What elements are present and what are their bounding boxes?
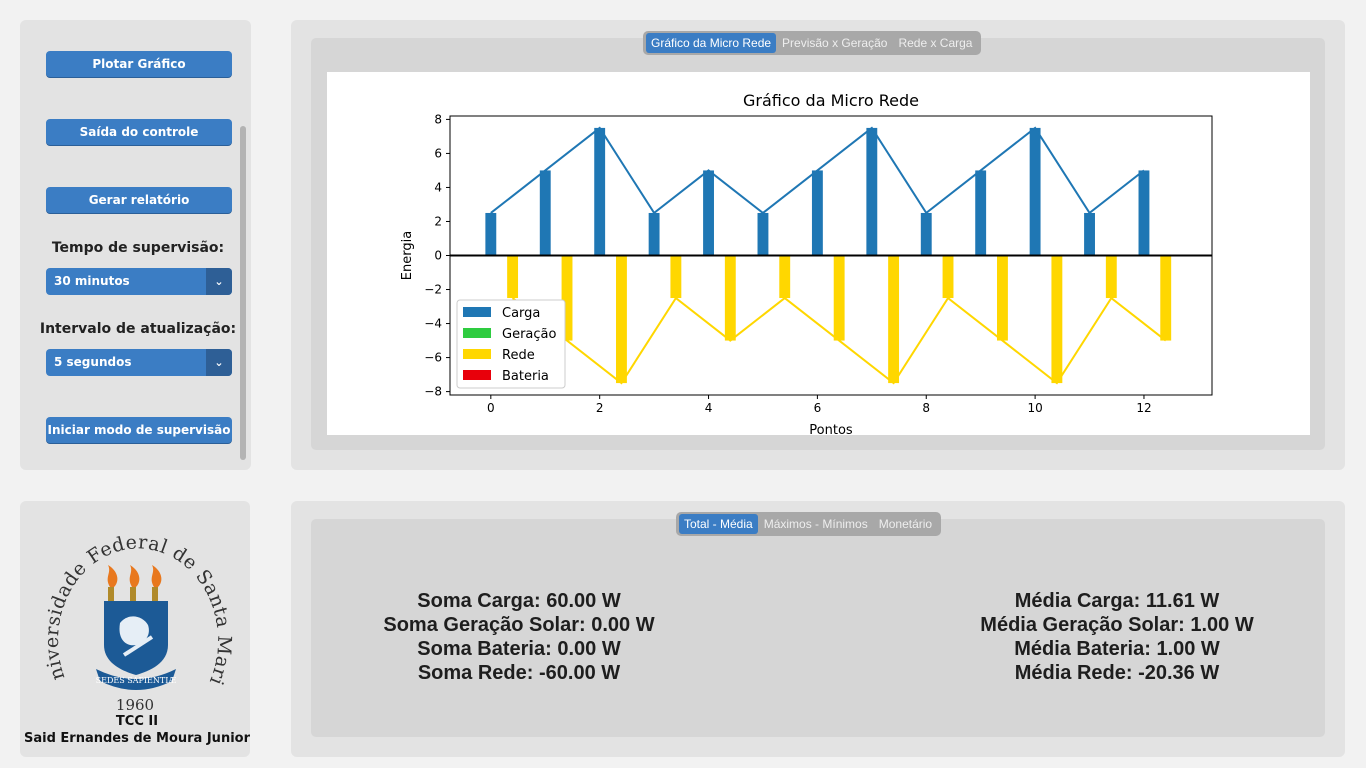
bar-rede <box>561 255 573 341</box>
legend-label: Bateria <box>502 369 549 384</box>
avg-solar-generation: Média Geração Solar: 1.00 W <box>980 614 1254 636</box>
tab-micro-grid-chart[interactable]: Gráfico da Micro Rede <box>646 33 777 53</box>
bar-carga <box>648 212 660 256</box>
tab-total-average[interactable]: Total - Média <box>679 514 758 534</box>
legend <box>456 299 566 389</box>
micro-grid-chart: Gráfico da Micro Rede Pontos Energia 0 2 4 6 8 1… <box>400 91 1213 438</box>
bar-rede <box>779 255 791 299</box>
y-tick-label: −8 <box>424 385 442 399</box>
totals-list: Soma Carga: 60.00 W Soma Geração Solar: … <box>338 589 700 685</box>
bar-carga <box>866 127 878 256</box>
bar-carga <box>811 170 823 256</box>
avg-battery: Média Bateria: 1.00 W <box>1014 638 1220 660</box>
bar-carga <box>920 212 932 256</box>
y-axis-label: Energia <box>400 231 415 280</box>
y-tick-label: −4 <box>424 317 442 331</box>
avg-grid: Média Rede: -20.36 W <box>1014 662 1220 684</box>
generate-report-button[interactable]: Gerar relatório <box>46 187 232 213</box>
bar-rede <box>1105 255 1117 299</box>
stats-tabs: Total - Média Máximos - Mínimos Monetári… <box>676 512 942 536</box>
y-tick-label: 6 <box>434 146 442 160</box>
legend-label: Rede <box>502 348 535 363</box>
bar-rede <box>724 255 736 341</box>
bar-rede <box>616 255 627 384</box>
x-axis-label: Pontos <box>809 423 853 435</box>
supervision-time-select[interactable]: 30 minutos ⌄ <box>46 268 232 295</box>
x-tick-label: 8 <box>922 401 930 415</box>
y-tick-label: 0 <box>434 249 442 263</box>
averages-list: Média Carga: 11.61 W Média Geração Solar… <box>936 589 1298 685</box>
y-tick-label: 8 <box>434 112 442 126</box>
bar-carga <box>757 212 769 256</box>
sum-grid: Soma Rede: -60.00 W <box>417 662 621 684</box>
bar-carga <box>539 170 551 256</box>
chart-canvas: Gráfico da Micro Rede Pontos Energia 0 2 4 6 8 1… <box>327 72 1310 438</box>
start-supervision-button[interactable]: Iniciar modo de supervisão <box>46 417 232 443</box>
stats-tab-content <box>311 519 1325 737</box>
bar-rede <box>1160 255 1172 341</box>
avg-load: Média Carga: 11.61 W <box>1014 590 1220 612</box>
bar-rede <box>997 255 1008 341</box>
y-tick-label: −6 <box>424 351 442 365</box>
bar-rede <box>942 255 954 299</box>
tab-monetary[interactable]: Monetário <box>878 517 933 531</box>
tab-grid-vs-load[interactable]: Rede x Carga <box>898 36 973 50</box>
x-tick-label: 10 <box>1027 401 1042 415</box>
bar-carga <box>485 212 497 256</box>
line-rede <box>511 296 1167 385</box>
control-panel <box>20 20 251 470</box>
sum-load: Soma Carga: 60.00 W <box>417 590 621 612</box>
sidebar-scrollbar[interactable] <box>240 126 246 460</box>
bar-carga <box>1084 212 1095 256</box>
sum-battery: Soma Bateria: 0.00 W <box>417 638 621 660</box>
legend-swatch <box>463 370 491 380</box>
legend-label: Carga <box>502 306 540 321</box>
plot-chart-button[interactable]: Plotar Gráfico <box>46 51 232 77</box>
bar-carga <box>594 127 606 256</box>
tab-max-min[interactable]: Máximos - Mínimos <box>763 517 868 531</box>
update-interval-label: Intervalo de atualização: <box>39 321 237 337</box>
author-label: Said Ernandes de Moura Junior <box>23 731 250 746</box>
chart-title: Gráfico da Micro Rede <box>743 91 919 110</box>
y-tick-label: 4 <box>434 180 442 194</box>
bar-carga <box>975 170 987 256</box>
line-carga <box>490 126 1145 215</box>
university-logo: Universidade Federal de Santa Maria SEDE… <box>20 505 235 690</box>
update-interval-value: 5 segundos <box>54 355 132 369</box>
supervision-time-value: 30 minutos <box>54 274 130 288</box>
bar-rede <box>888 255 900 384</box>
bar-rede <box>833 255 845 341</box>
bar-carga <box>1029 127 1041 256</box>
bar-rede <box>507 255 519 299</box>
chevron-down-icon[interactable]: ⌄ <box>206 268 232 295</box>
x-tick-label: 12 <box>1136 401 1151 415</box>
legend-label: Geração <box>502 327 556 342</box>
y-tick-label: −2 <box>424 283 442 297</box>
x-tick-label: 0 <box>487 401 495 415</box>
bar-carga <box>1138 170 1150 256</box>
control-output-button[interactable]: Saída do controle <box>46 119 232 145</box>
update-interval-select[interactable]: 5 segundos ⌄ <box>46 349 232 376</box>
legend-swatch <box>463 307 491 317</box>
sum-solar-generation: Soma Geração Solar: 0.00 W <box>383 614 655 636</box>
bar-carga <box>703 170 714 256</box>
chevron-down-icon[interactable]: ⌄ <box>206 349 232 376</box>
x-tick-label: 4 <box>705 401 713 415</box>
svg-text:SEDES SAPIENTIÆ: SEDES SAPIENTIÆ <box>96 676 177 685</box>
founding-year: 1960 <box>115 696 155 714</box>
x-tick-label: 2 <box>596 401 604 415</box>
x-tick-label: 6 <box>814 401 822 415</box>
chart-tabs: Gráfico da Micro Rede Previsão x Geração… <box>643 31 982 55</box>
bar-rede <box>670 255 682 299</box>
bar-rede <box>1051 255 1063 384</box>
tab-forecast-vs-generation[interactable]: Previsão x Geração <box>782 36 888 50</box>
course-label: TCC II <box>115 714 159 729</box>
supervision-time-label: Tempo de supervisão: <box>51 240 225 256</box>
legend-swatch <box>463 349 491 359</box>
legend-swatch <box>463 328 491 338</box>
y-tick-label: 2 <box>434 214 442 228</box>
